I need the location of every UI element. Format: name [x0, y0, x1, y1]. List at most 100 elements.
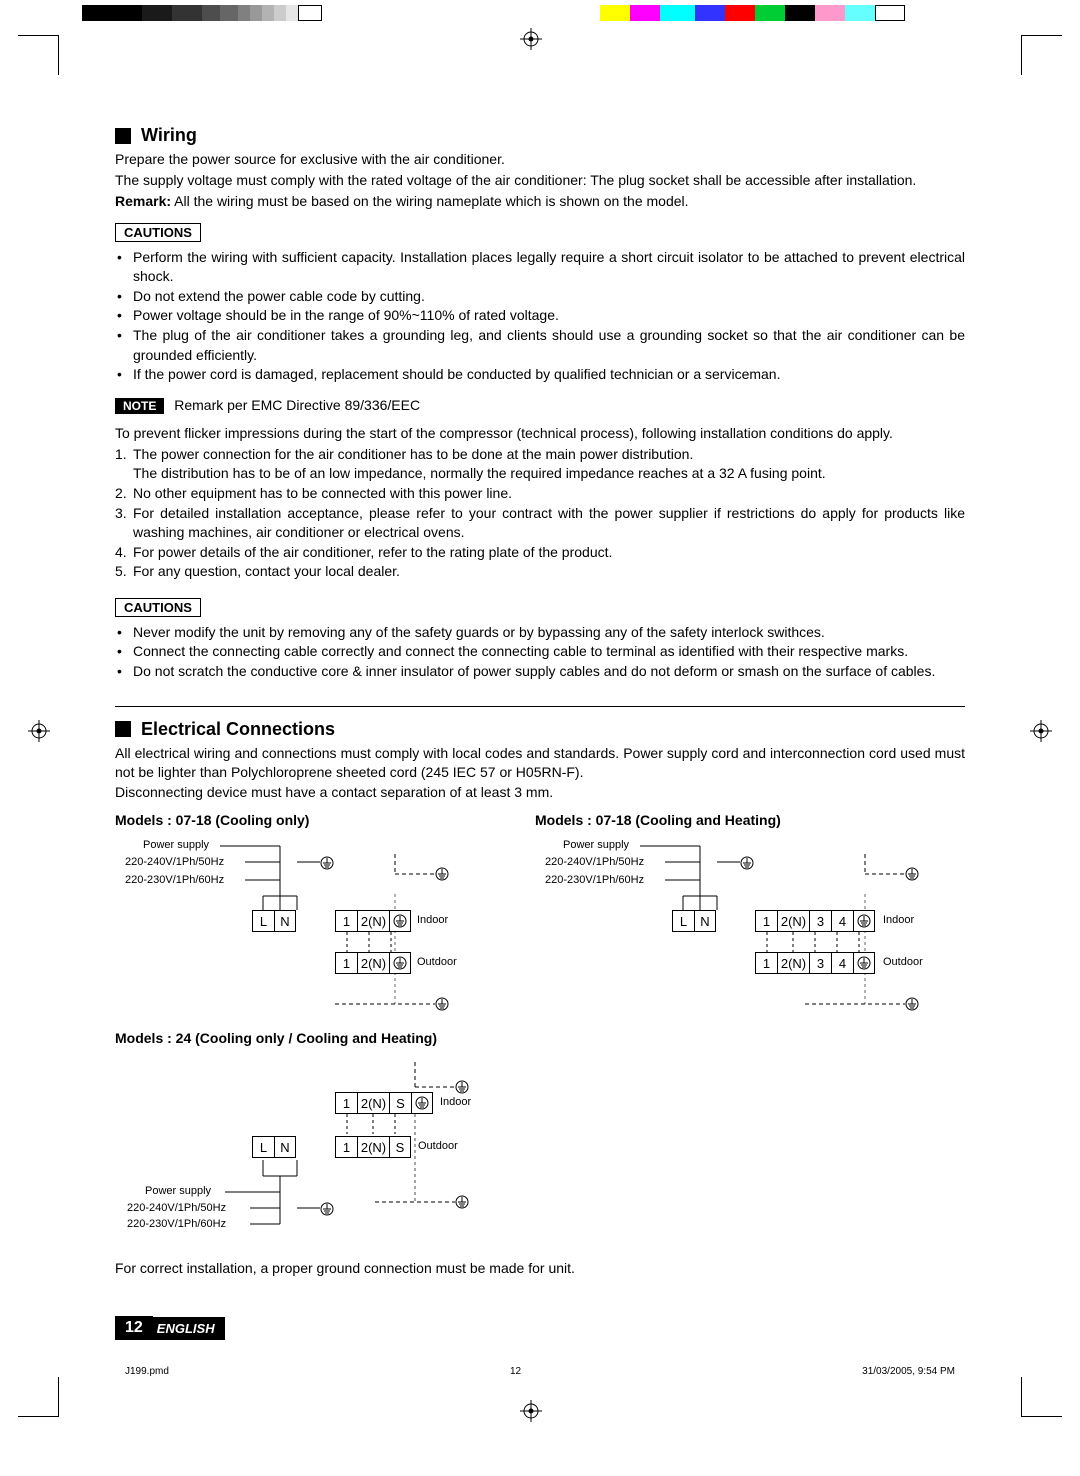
ground-icon	[435, 997, 449, 1011]
meta-pnum: 12	[510, 1366, 521, 1377]
caution-item: If the power cord is damaged, replacemen…	[133, 365, 965, 385]
emc-intro: To prevent flicker impressions during th…	[115, 424, 965, 443]
page-number: 12	[115, 1316, 153, 1340]
page-language: ENGLISH	[153, 1317, 225, 1340]
square-bullet-icon	[115, 721, 131, 737]
ground-icon	[905, 867, 919, 881]
note-box: NOTE	[115, 398, 164, 414]
label-power-supply: Power supply	[143, 839, 209, 851]
terminal-ln: L N	[252, 910, 296, 932]
models-row-1: Models : 07-18 (Cooling only)	[115, 812, 965, 1024]
ground-icon	[435, 867, 449, 881]
ground-icon	[320, 856, 334, 870]
divider	[115, 706, 965, 707]
print-metadata: J199.pmd 12 31/03/2005, 9:54 PM	[115, 1366, 965, 1377]
model-block-cooling-heating: Models : 07-18 (Cooling and Heating)	[535, 812, 955, 1024]
meta-file: J199.pmd	[125, 1366, 169, 1377]
cautions-list-2: Never modify the unit by removing any of…	[115, 623, 965, 682]
label-v60: 220-230V/1Ph/60Hz	[125, 874, 224, 886]
terminal-ground	[853, 910, 875, 932]
model-block-24: Models : 24 (Cooling only / Cooling and …	[115, 1030, 535, 1252]
label-v50: 220-240V/1Ph/50Hz	[545, 856, 644, 868]
ground-icon	[455, 1080, 469, 1094]
wiring-intro-1: Prepare the power source for exclusive w…	[115, 150, 965, 169]
label-v60: 220-230V/1Ph/60Hz	[545, 874, 644, 886]
section-heading-electrical: Electrical Connections	[115, 719, 965, 740]
caution-item: Do not extend the power cable code by cu…	[133, 287, 965, 307]
wiring-diagram-24: 1 2(N) S Indoor L N 1 2(N) S Outdoor Pow…	[115, 1052, 515, 1252]
ground-icon	[905, 997, 919, 1011]
crop-mark	[18, 35, 58, 75]
heading-text: Wiring	[141, 125, 197, 146]
emc-item: For power details of the air conditioner…	[115, 543, 965, 563]
wiring-intro-2: The supply voltage must comply with the …	[115, 171, 965, 190]
label-outdoor: Outdoor	[883, 956, 923, 968]
caution-item: Power voltage should be in the range of …	[133, 306, 965, 326]
model-block-cooling: Models : 07-18 (Cooling only)	[115, 812, 495, 1024]
wiring-remark: Remark: All the wiring must be based on …	[115, 192, 965, 211]
final-note: For correct installation, a proper groun…	[115, 1260, 965, 1276]
label-power-supply: Power supply	[145, 1185, 211, 1197]
emc-item: For any question, contact your local dea…	[115, 562, 965, 582]
terminal-ground	[853, 952, 875, 974]
registration-mark	[28, 720, 50, 742]
emc-item: No other equipment has to be connected w…	[115, 484, 965, 504]
remark-label: Remark:	[115, 193, 171, 209]
label-indoor: Indoor	[417, 914, 448, 926]
crop-mark	[1022, 35, 1062, 75]
cautions-box: CAUTIONS	[115, 598, 201, 617]
terminal-1: 1	[335, 952, 357, 974]
cautions-box: CAUTIONS	[115, 223, 201, 242]
terminal-N: N	[274, 910, 296, 932]
terminal-ln: L N	[252, 1136, 296, 1158]
terminal-L: L	[252, 910, 274, 932]
electrical-p2: Disconnecting device must have a contact…	[115, 783, 965, 802]
wiring-diagram-cooling-heating: Power supply 220-240V/1Ph/50Hz 220-230V/…	[535, 834, 955, 1024]
ground-icon	[455, 1195, 469, 1209]
caution-item: Perform the wiring with sufficient capac…	[133, 248, 965, 287]
label-indoor: Indoor	[883, 914, 914, 926]
terminal-outdoor: 1 2(N) S	[335, 1136, 411, 1158]
note-line: NOTE Remark per EMC Directive 89/336/EEC	[115, 397, 965, 414]
meta-date: 31/03/2005, 9:54 PM	[862, 1366, 955, 1377]
page-footer-bar: 12 ENGLISH	[115, 1316, 965, 1340]
terminal-indoor: 1 2(N) 3 4	[755, 910, 875, 932]
page-content: Wiring Prepare the power source for excl…	[115, 0, 965, 1437]
label-outdoor: Outdoor	[417, 956, 457, 968]
label-outdoor: Outdoor	[418, 1140, 458, 1152]
note-text: Remark per EMC Directive 89/336/EEC	[174, 397, 420, 413]
crop-mark	[1022, 1377, 1062, 1417]
label-indoor: Indoor	[440, 1096, 471, 1108]
label-v60: 220-230V/1Ph/60Hz	[127, 1218, 226, 1230]
terminal-outdoor: 1 2(N)	[335, 952, 411, 974]
caution-item: Never modify the unit by removing any of…	[133, 623, 965, 643]
section-heading-wiring: Wiring	[115, 125, 965, 146]
registration-mark	[1030, 720, 1052, 742]
label-v50: 220-240V/1Ph/50Hz	[127, 1202, 226, 1214]
terminal-2N: 2(N)	[357, 910, 389, 932]
model-title: Models : 07-18 (Cooling only)	[115, 812, 495, 828]
wiring-diagram-cooling: Power supply 220-240V/1Ph/50Hz 220-230V/…	[115, 834, 475, 1024]
terminal-ground	[389, 952, 411, 974]
terminal-indoor: 1 2(N)	[335, 910, 411, 932]
terminal-ground	[389, 910, 411, 932]
registration-mark	[520, 1400, 542, 1422]
model-title: Models : 07-18 (Cooling and Heating)	[535, 812, 955, 828]
terminal-2N: 2(N)	[357, 952, 389, 974]
terminal-outdoor: 1 2(N) 3 4	[755, 952, 875, 974]
caution-item: Connect the connecting cable correctly a…	[133, 642, 965, 662]
color-swatches	[600, 5, 905, 21]
grayscale-swatches	[82, 5, 322, 21]
model-title: Models : 24 (Cooling only / Cooling and …	[115, 1030, 535, 1046]
heading-text: Electrical Connections	[141, 719, 335, 740]
remark-text: All the wiring must be based on the wiri…	[171, 193, 689, 209]
electrical-p1: All electrical wiring and connections mu…	[115, 744, 965, 782]
label-v50: 220-240V/1Ph/50Hz	[125, 856, 224, 868]
emc-item: For detailed installation acceptance, pl…	[115, 504, 965, 543]
ground-icon	[320, 1202, 334, 1216]
cautions-list-1: Perform the wiring with sufficient capac…	[115, 248, 965, 385]
terminal-indoor: 1 2(N) S	[335, 1092, 433, 1114]
crop-mark	[18, 1377, 58, 1417]
caution-item: Do not scratch the conductive core & inn…	[133, 662, 965, 682]
label-power-supply: Power supply	[563, 839, 629, 851]
